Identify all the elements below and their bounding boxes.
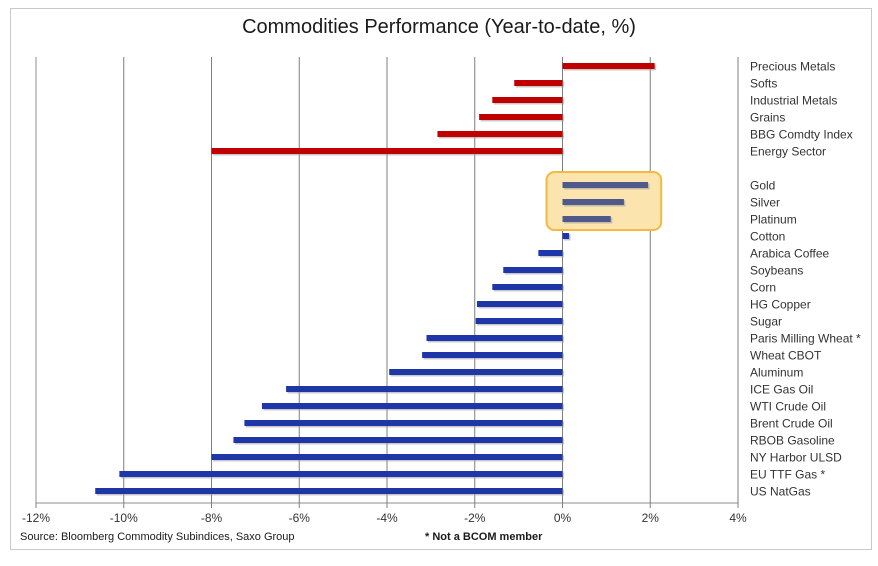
category-label: Softs [750, 77, 777, 91]
category-label: Arabica Coffee [750, 247, 829, 261]
bar-rbob-gasoline [233, 437, 563, 443]
category-label: Corn [750, 281, 776, 295]
x-tick-label: -8% [201, 511, 223, 525]
category-label: BBG Comdty Index [750, 128, 853, 142]
bar-wheat-cbot [422, 352, 563, 358]
bar-aluminum [389, 369, 563, 375]
x-tick-label: -12% [22, 511, 50, 525]
bar-energy-sector [211, 148, 563, 154]
bar-softs [514, 80, 563, 86]
x-tick-label: 0% [554, 511, 572, 525]
bar-platinum [562, 216, 611, 222]
bar-wti-crude-oil [261, 403, 563, 409]
bar-precious-metals [562, 63, 655, 69]
category-label: HG Copper [750, 298, 811, 312]
x-tick-label: -2% [464, 511, 486, 525]
category-label: Gold [750, 179, 775, 193]
category-label: Brent Crude Oil [750, 417, 833, 431]
category-label: Grains [750, 111, 785, 125]
category-label: Industrial Metals [750, 94, 837, 108]
bar-cotton [562, 233, 570, 239]
x-tick-label: 4% [729, 511, 747, 525]
bar-hg-copper [476, 301, 563, 307]
category-label: Aluminum [750, 366, 803, 380]
bar-brent-crude-oil [244, 420, 563, 426]
category-label: WTI Crude Oil [750, 400, 826, 414]
category-label: Sugar [750, 315, 782, 329]
x-tick-label: -6% [289, 511, 311, 525]
bar-soybeans [503, 267, 563, 273]
category-label: Wheat CBOT [750, 349, 822, 363]
bar-arabica-coffee [538, 250, 563, 256]
x-tick-label: -10% [110, 511, 138, 525]
category-label: Silver [750, 196, 780, 210]
bar-us-natgas [95, 488, 563, 494]
bar-industrial-metals [492, 97, 563, 103]
category-labels: Precious Metals Softs Industrial Metals Gra… [750, 60, 861, 499]
chart-title: Commodities Performance (Year-to-date, %… [242, 16, 636, 38]
bar-paris-milling-wheat [426, 335, 563, 341]
category-label: Energy Sector [750, 145, 826, 159]
bar-silver [562, 199, 624, 205]
category-label: Platinum [750, 213, 797, 227]
bar-ny-harbor-ulsd [211, 454, 563, 460]
category-label: Cotton [750, 230, 785, 244]
bar-gold [562, 182, 649, 188]
bcom-footnote: * Not a BCOM member [425, 531, 543, 543]
category-label: RBOB Gasoline [750, 434, 835, 448]
x-tick-label: 2% [642, 511, 660, 525]
category-label: ICE Gas Oil [750, 383, 813, 397]
bars [95, 63, 657, 496]
category-label: EU TTF Gas * [750, 468, 825, 482]
category-label: US NatGas [750, 485, 811, 499]
bar-eu-ttf-gas [119, 471, 563, 477]
bar-corn [492, 284, 563, 290]
bar-ice-gas-oil [286, 386, 563, 392]
bar-grains [479, 114, 563, 120]
category-label: NY Harbor ULSD [750, 451, 842, 465]
source-note: Source: Bloomberg Commodity Subindices, … [20, 531, 295, 543]
bar-bbg-comdty-index [437, 131, 563, 137]
bar-sugar [475, 318, 563, 324]
category-label: Soybeans [750, 264, 803, 278]
x-axis-ticks: -12% -10% -8% -6% -4% -2% 0% 2% 4% [22, 503, 747, 525]
category-label: Precious Metals [750, 60, 835, 74]
gridlines [35, 57, 739, 504]
x-tick-label: -4% [376, 511, 398, 525]
category-label: Paris Milling Wheat * [750, 332, 861, 346]
